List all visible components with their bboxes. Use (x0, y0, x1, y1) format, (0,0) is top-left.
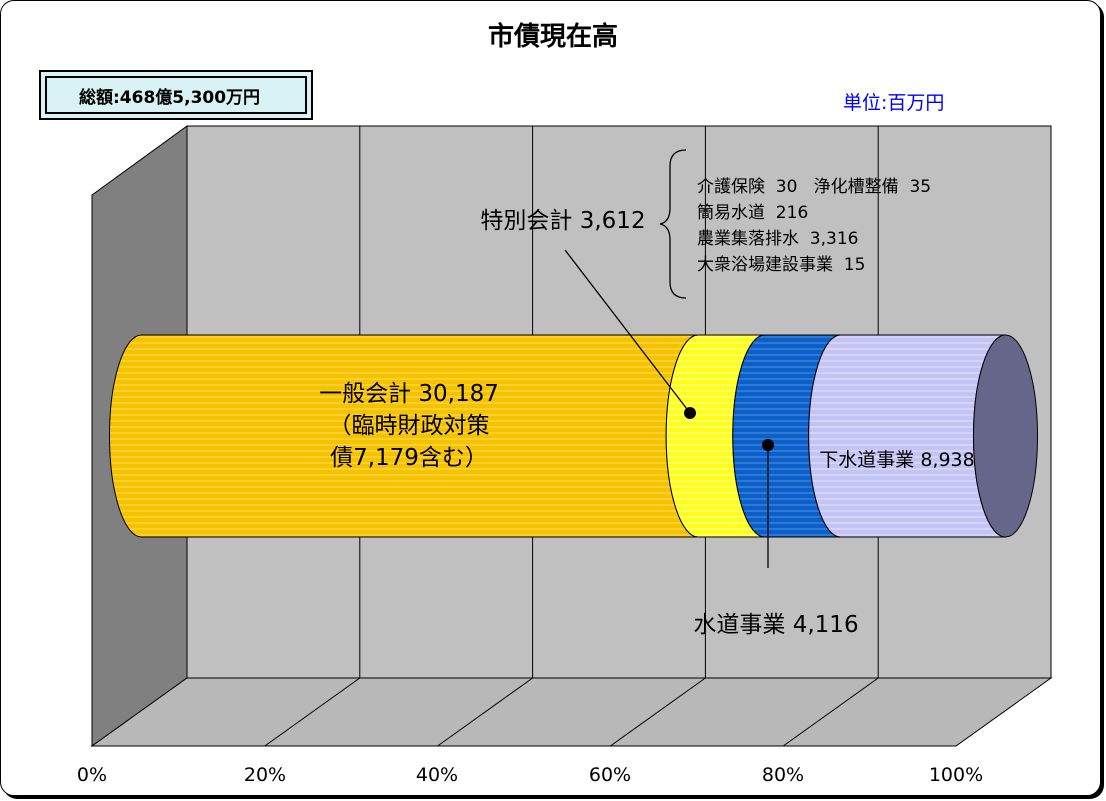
breakdown-line: 農業集落排水 3,316 (697, 229, 858, 249)
chart-title: 市債現在高 (487, 22, 618, 52)
floor-gridline (437, 677, 533, 747)
svg-text:（臨時財政対策: （臨時財政対策 (329, 413, 490, 439)
chart-leader-lines (564, 249, 774, 568)
x-tick-label: 20% (244, 764, 286, 786)
sewer-business-label: 下水道事業 8,938 (819, 449, 974, 471)
breakdown-line: 簡易水道 216 (697, 203, 808, 223)
breakdown-brace (659, 149, 687, 299)
water-business-label: 水道事業 4,116 (693, 612, 858, 638)
x-tick-label: 40% (416, 764, 458, 786)
chart-bars (109, 334, 1038, 538)
x-tick-label: 60% (589, 764, 631, 786)
breakdown-line: 大衆浴場建設事業 15 (697, 255, 865, 275)
breakdown-line: 介護保険 30 浄化槽整備 35 (697, 177, 931, 197)
special-account-leader (564, 249, 691, 414)
x-tick-label: 100% (929, 764, 983, 786)
special-account-label: 特別会計 3,612 (480, 208, 645, 234)
x-tick-label: 80% (762, 764, 804, 786)
special-account-leader-dot (684, 407, 696, 419)
unit-label: 単位:百万円 (843, 92, 945, 114)
svg-text:債7,179含む）: 債7,179含む） (330, 445, 488, 471)
chart-floor (90, 677, 1053, 747)
svg-text:一般会計 30,187: 一般会計 30,187 (319, 381, 499, 407)
cylinder-end-cap (973, 334, 1038, 538)
general-account-label: 一般会計 30,187 （臨時財政対策 債7,179含む） (319, 381, 499, 471)
special-breakdown-list: 介護保険 30 浄化槽整備 35 簡易水道 216 農業集落排水 3,316 大… (697, 177, 931, 275)
total-amount-label: 総額:468億5,300万円 (45, 76, 307, 114)
floor-gridline (782, 677, 879, 747)
x-axis-ticks: 0% 20% 40% 60% 80% 100% (77, 764, 983, 786)
total-amount-box: 総額:468億5,300万円 (39, 70, 313, 120)
water-business-leader-dot (762, 439, 774, 451)
floor-gridline (264, 677, 361, 747)
x-tick-label: 0% (77, 764, 107, 786)
floor-gridline (610, 677, 706, 747)
